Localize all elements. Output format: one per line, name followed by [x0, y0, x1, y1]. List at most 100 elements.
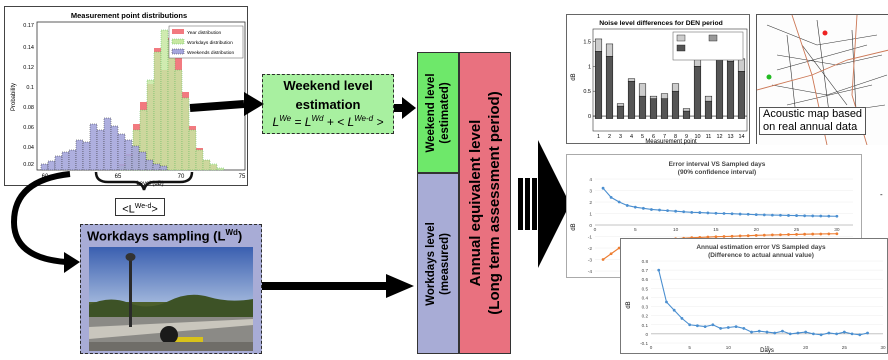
den-bar-light: [671, 83, 680, 92]
error-upper-point: [779, 213, 782, 217]
den-bar-light: [649, 95, 658, 99]
annual-chart-title-line2: (Difference to actual annual value): [708, 252, 814, 259]
error-lower-point: [609, 252, 613, 256]
error-ytick: -1: [588, 235, 593, 241]
den-chart-panel: Noise level differences for DEN period d…: [566, 14, 750, 145]
error-lower-point: [738, 234, 742, 238]
error-upper-point: [746, 212, 750, 216]
den-xtick: 5: [641, 134, 644, 140]
annual-error-point: [866, 331, 869, 335]
error-xtick: 15: [713, 227, 719, 233]
brace-label-sup: We-d: [134, 203, 152, 210]
annual-error-point: [688, 323, 692, 327]
annual-error-point: [765, 330, 769, 334]
annual-error-point: [703, 325, 707, 328]
error-lower-point: [787, 233, 790, 236]
annual-error-point: [757, 329, 761, 333]
annual-error-point: [788, 332, 792, 336]
annual-ytick: 0.8: [642, 259, 649, 264]
annual-error-point: [781, 329, 784, 333]
den-ytick: 0.5: [583, 89, 591, 95]
error-upper-point: [625, 204, 629, 207]
weekend-estimation-title-line1: Weekend level: [283, 78, 373, 93]
error-upper-point: [601, 186, 605, 190]
den-bar-dark: [671, 90, 680, 119]
brace-label-close: >: [151, 203, 158, 216]
annual-xtick: 0: [650, 345, 653, 350]
annual-error-point: [726, 326, 730, 329]
den-xtick: 6: [652, 134, 655, 140]
annual-error-point: [711, 323, 715, 327]
formula-sup-wed: We-d: [354, 114, 374, 123]
error-lower-point: [706, 235, 710, 239]
error-upper-point: [658, 208, 661, 212]
histogram-ytick: 0.04: [23, 145, 34, 151]
error-lower-point: [811, 232, 815, 236]
histogram-ytick: 0.12: [23, 65, 34, 71]
legend-swatch-workdays: [171, 38, 185, 45]
histogram-xtick-75: 75: [239, 174, 246, 180]
den-bar-dark: [682, 110, 691, 119]
error-upper-point: [633, 205, 637, 209]
error-lower-point: [754, 233, 758, 237]
annual-xtick: 5: [688, 345, 691, 350]
annual-ytick: 0.7: [642, 268, 649, 273]
error-upper-point: [617, 200, 621, 204]
error-upper-point: [730, 212, 734, 216]
legend-swatch-weekends: [171, 48, 185, 55]
weekend-estimation-box: Weekend level estimation LWe = LWd + < L…: [262, 74, 394, 134]
histogram-panel: Measurement point distributions Probabil…: [4, 6, 248, 187]
den-xtick: 14: [738, 134, 744, 140]
den-bar-dark: [594, 51, 603, 119]
den-bar-dark: [605, 56, 614, 119]
error-lower-point: [730, 234, 734, 238]
den-xtick: 9: [685, 134, 688, 140]
histogram-ytick: 0.08: [23, 105, 34, 111]
den-chart-title: Noise level differences for DEN period: [599, 20, 723, 27]
error-upper-point: [811, 214, 815, 218]
annual-level-line1: Annual equivalent level: [467, 119, 484, 287]
den-bar-light: [616, 103, 625, 107]
error-lower-point: [746, 234, 750, 238]
annual-ytick: 0.6: [642, 277, 649, 282]
weekend-estimation-formula: LWe = LWd + < LWe-d >: [272, 114, 384, 129]
workdays-level-measured: (measured): [439, 232, 451, 295]
workdays-level-label: Workdays level: [425, 221, 437, 306]
annual-xtick: 15: [764, 345, 770, 350]
den-bar-dark: [660, 98, 669, 119]
histogram-ylabel: Probability: [11, 83, 17, 111]
histogram-ytick: 0.1: [26, 85, 34, 91]
error-lower-point: [827, 232, 831, 236]
error-chart-title-line2: (90% confidence interval): [678, 169, 756, 176]
den-chart-xlabel: Measurement point: [645, 139, 697, 145]
error-upper-point: [722, 212, 726, 215]
annual-ytick: 0.5: [642, 286, 649, 291]
workdays-sampling-box: Workdays sampling (LWd): [80, 224, 262, 354]
annual-error-point: [719, 327, 722, 330]
histogram-legend: Year distribution Workdays distribution …: [168, 25, 244, 59]
den-xtick: 2: [608, 134, 611, 140]
workdays-sampling-title: Workdays sampling (LWd): [87, 228, 243, 244]
error-upper-point: [690, 210, 694, 214]
den-bar-dark: [715, 53, 724, 119]
den-bar-dark: [726, 61, 735, 119]
annual-error-point: [804, 330, 808, 334]
error-upper-point: [609, 196, 613, 199]
workdays-sampling-sup: Wd: [225, 228, 238, 237]
den-xtick: 8: [674, 134, 677, 140]
error-lower-point: [803, 232, 807, 236]
annual-chart-ylabel: dB: [626, 301, 632, 308]
error-ytick: 4: [589, 177, 592, 183]
annual-error-point: [796, 331, 800, 335]
error-upper-point: [698, 211, 702, 214]
error-upper-point: [650, 208, 653, 211]
weekend-level-estimated: (estimated): [439, 81, 451, 144]
error-xtick: 5: [634, 227, 637, 233]
den-xtick: 11: [706, 134, 712, 140]
den-bar-dark: [737, 71, 746, 119]
annual-chart-title-line1: Annual estimation error VS Sampled days: [696, 244, 826, 251]
error-upper-point: [682, 210, 686, 214]
error-ytick: 2: [589, 200, 592, 206]
den-xtick: 10: [694, 134, 700, 140]
formula-sup-we: We: [279, 114, 292, 123]
